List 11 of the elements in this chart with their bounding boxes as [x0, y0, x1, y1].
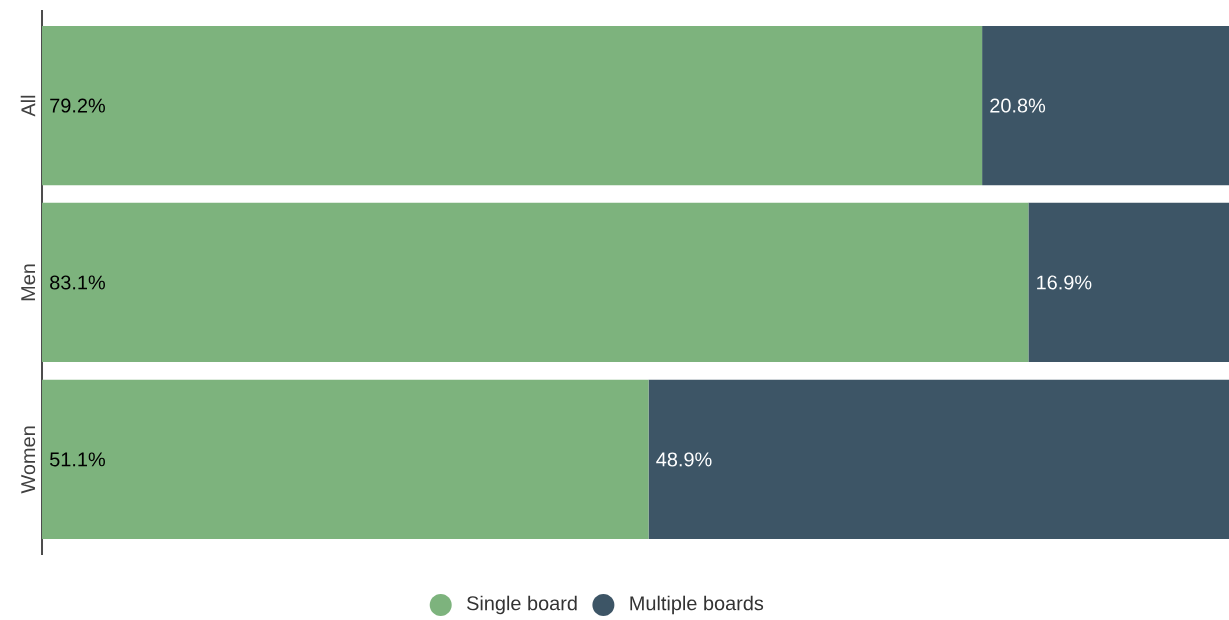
data-label: 51.1%: [50, 452, 105, 467]
y-tick-label: Men: [21, 264, 36, 301]
data-label: 20.8%: [990, 98, 1046, 113]
y-tick-label: All: [20, 95, 36, 117]
legend-label: Multiple boards: [630, 595, 764, 615]
data-label: 79.2%: [50, 98, 105, 113]
data-label: 48.9%: [656, 452, 712, 467]
data-label: 83.1%: [50, 275, 105, 290]
data-label: 16.9%: [1037, 275, 1092, 290]
y-tick-label: Women: [21, 426, 36, 494]
legend-label: Single board: [467, 595, 577, 615]
